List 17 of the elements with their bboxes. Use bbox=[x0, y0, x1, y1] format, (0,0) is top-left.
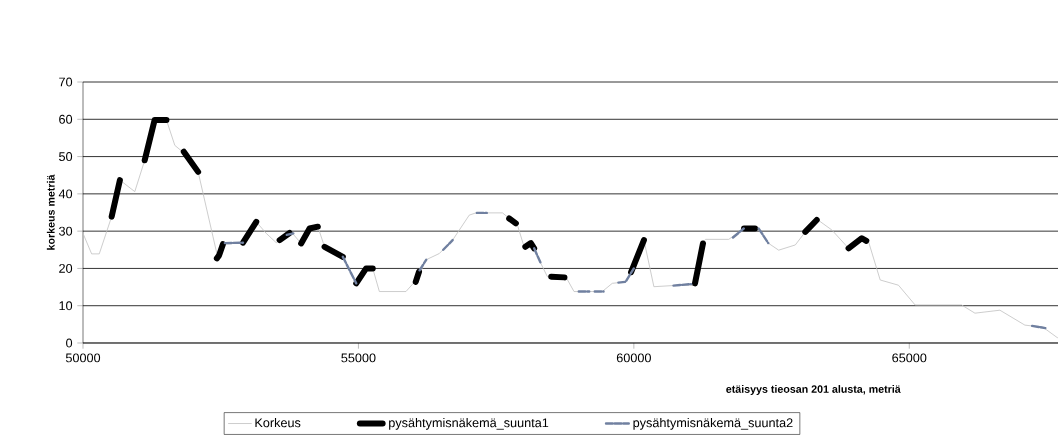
y-tick-label: 50 bbox=[59, 152, 73, 162]
y-tick-label: 20 bbox=[59, 263, 73, 273]
y-tick-label: 40 bbox=[58, 189, 73, 199]
y-tick-label: 70 bbox=[59, 77, 73, 87]
legend-label: Korkeus bbox=[255, 417, 301, 428]
y-axis-title: korkeus metriä bbox=[46, 174, 55, 250]
legend-label: pysähtymisnäkemä_suunta1 bbox=[389, 417, 549, 430]
y-tick-label: 30 bbox=[58, 226, 73, 236]
x-tick-label: 55000 bbox=[341, 353, 376, 363]
x-tick-label: 65000 bbox=[892, 353, 927, 363]
x-tick-label: 50000 bbox=[65, 353, 101, 363]
y-tick-label: 60 bbox=[59, 114, 73, 124]
y-tick-label: 10 bbox=[59, 301, 73, 311]
legend-label: pysähtymisnäkemä_suunta2 bbox=[633, 417, 793, 430]
y-tick-label: 0 bbox=[66, 338, 73, 348]
x-tick-label: 60000 bbox=[616, 353, 651, 363]
x-axis-title: etäisyys tieosan 201 alusta, metriä bbox=[726, 385, 901, 395]
